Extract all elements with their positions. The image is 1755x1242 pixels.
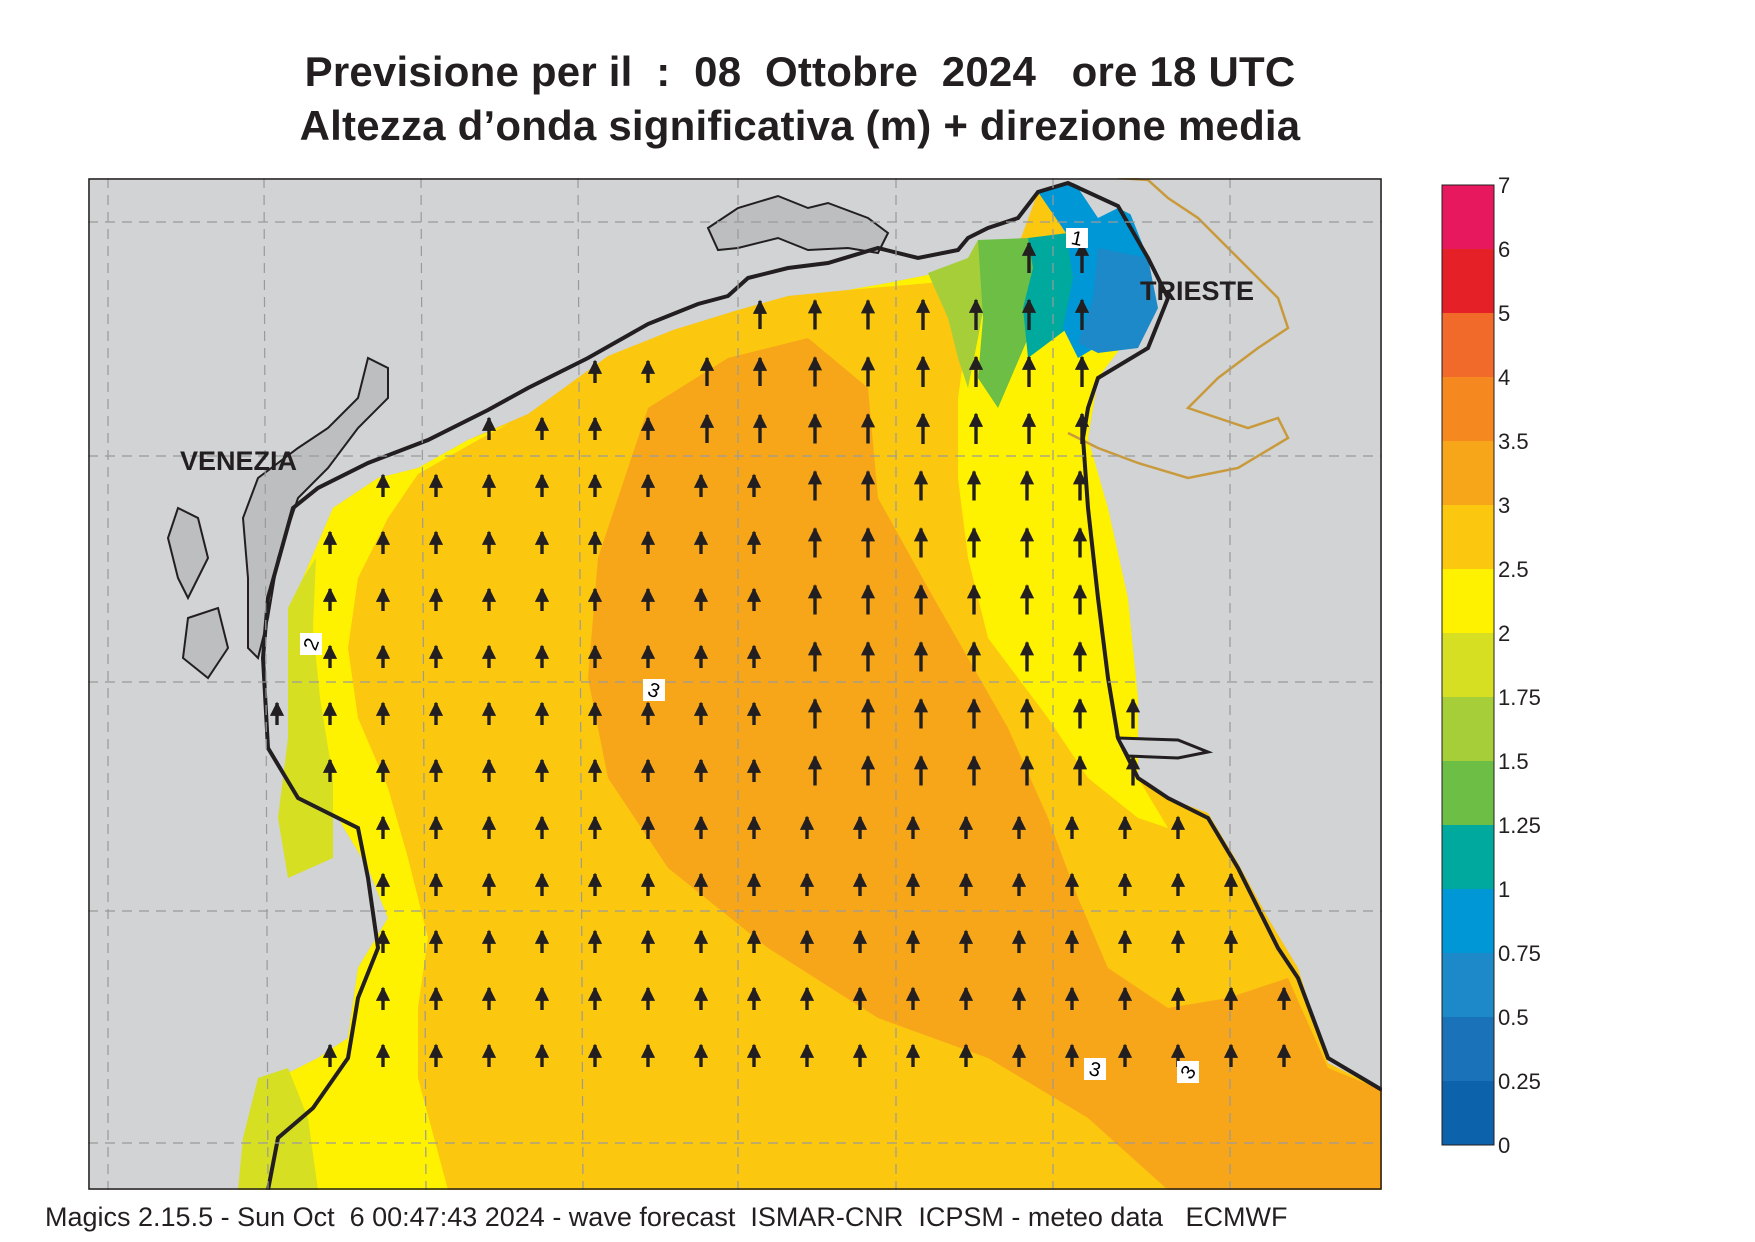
legend-bar — [1442, 441, 1494, 505]
map-title-line2: Altezza d’onda significativa (m) + direz… — [299, 102, 1301, 149]
legend-tick-label: 6 — [1498, 237, 1510, 262]
legend-ticks: 7 6 5 4 3.5 3 2.5 2 1.75 1.5 1.25 1 0.75 0.5 0.25 0 — [1498, 175, 1541, 1157]
contour-band-1.75-2-south — [238, 1068, 318, 1190]
legend-bar — [1442, 313, 1494, 377]
legend-bar — [1442, 377, 1494, 441]
contour-label-3b-box: 3 — [1084, 1058, 1106, 1082]
legend-bar — [1442, 697, 1494, 761]
contour-label-3c-box: 3 — [1177, 1061, 1201, 1083]
istria-tip — [1115, 736, 1214, 760]
legend-bar — [1442, 1017, 1494, 1081]
venice-lagoon — [241, 356, 389, 660]
legend-tick-label: 1 — [1498, 877, 1510, 902]
contour-band-3-3.5 — [588, 338, 1382, 1190]
legend-bar — [1442, 825, 1494, 889]
contour-band-1.5-1.75 — [928, 240, 988, 388]
graticule — [88, 178, 1382, 1190]
map-frame — [88, 178, 1382, 1190]
contour-label-1: 1 — [1069, 227, 1084, 251]
wave-height-map: 1 2 3 3 3 VENEZIA TRIESTE — [88, 178, 1382, 1190]
contour-label-2-box: 2 — [300, 633, 324, 655]
contour-band-0.5-0.75 — [1078, 248, 1158, 353]
legend-bar — [1442, 953, 1494, 1017]
legend-tick-label: 4 — [1498, 365, 1510, 390]
label-trieste: TRIESTE — [1140, 276, 1254, 306]
lagoon-islands — [166, 506, 230, 680]
legend-bar — [1442, 185, 1494, 249]
contour-label-3a-box: 3 — [643, 679, 665, 703]
legend-bar — [1442, 761, 1494, 825]
color-scale-legend: 7 6 5 4 3.5 3 2.5 2 1.75 1.5 1.25 1 0.75 0.5 0.25 0 — [1441, 175, 1541, 1157]
legend-tick-label: 0.5 — [1498, 1005, 1529, 1030]
legend-tick-label: 7 — [1498, 175, 1510, 198]
legend-tick-label: 5 — [1498, 301, 1510, 326]
label-venezia: VENEZIA — [180, 446, 297, 476]
legend-tick-label: 0 — [1498, 1133, 1510, 1157]
legend-bar — [1442, 249, 1494, 313]
contour-band-1.25-1.5 — [978, 238, 1038, 408]
wave-direction-arrows — [269, 241, 1292, 1067]
legend-bar — [1442, 569, 1494, 633]
legend-tick-label: 0.25 — [1498, 1069, 1541, 1094]
contour-band-1.75-2 — [278, 558, 333, 878]
map-title-line1: Previsione per il : 08 Ottobre 2024 ore … — [304, 48, 1296, 95]
legend-tick-label: 1.5 — [1498, 749, 1529, 774]
legend-tick-label: 0.75 — [1498, 941, 1541, 966]
legend-bar — [1442, 889, 1494, 953]
legend-tick-label: 3.5 — [1498, 429, 1529, 454]
legend-tick-label: 1.75 — [1498, 685, 1541, 710]
footer-credits: Magics 2.15.5 - Sun Oct 6 00:47:43 2024 … — [45, 1202, 1288, 1232]
legend-tick-label: 3 — [1498, 493, 1510, 518]
legend-tick-label: 2 — [1498, 621, 1510, 646]
legend-tick-label: 2.5 — [1498, 557, 1529, 582]
legend-bar — [1442, 1081, 1494, 1145]
legend-bar — [1442, 633, 1494, 697]
contour-label-3b: 3 — [1087, 1058, 1103, 1082]
contour-label-1-box: 1 — [1066, 227, 1088, 251]
marano-lagoon — [706, 194, 890, 255]
legend-bars — [1441, 184, 1495, 1146]
legend-tick-label: 1.25 — [1498, 813, 1541, 838]
legend-frame — [1441, 184, 1495, 1146]
legend-bar — [1442, 505, 1494, 569]
province-border — [1067, 178, 1290, 480]
